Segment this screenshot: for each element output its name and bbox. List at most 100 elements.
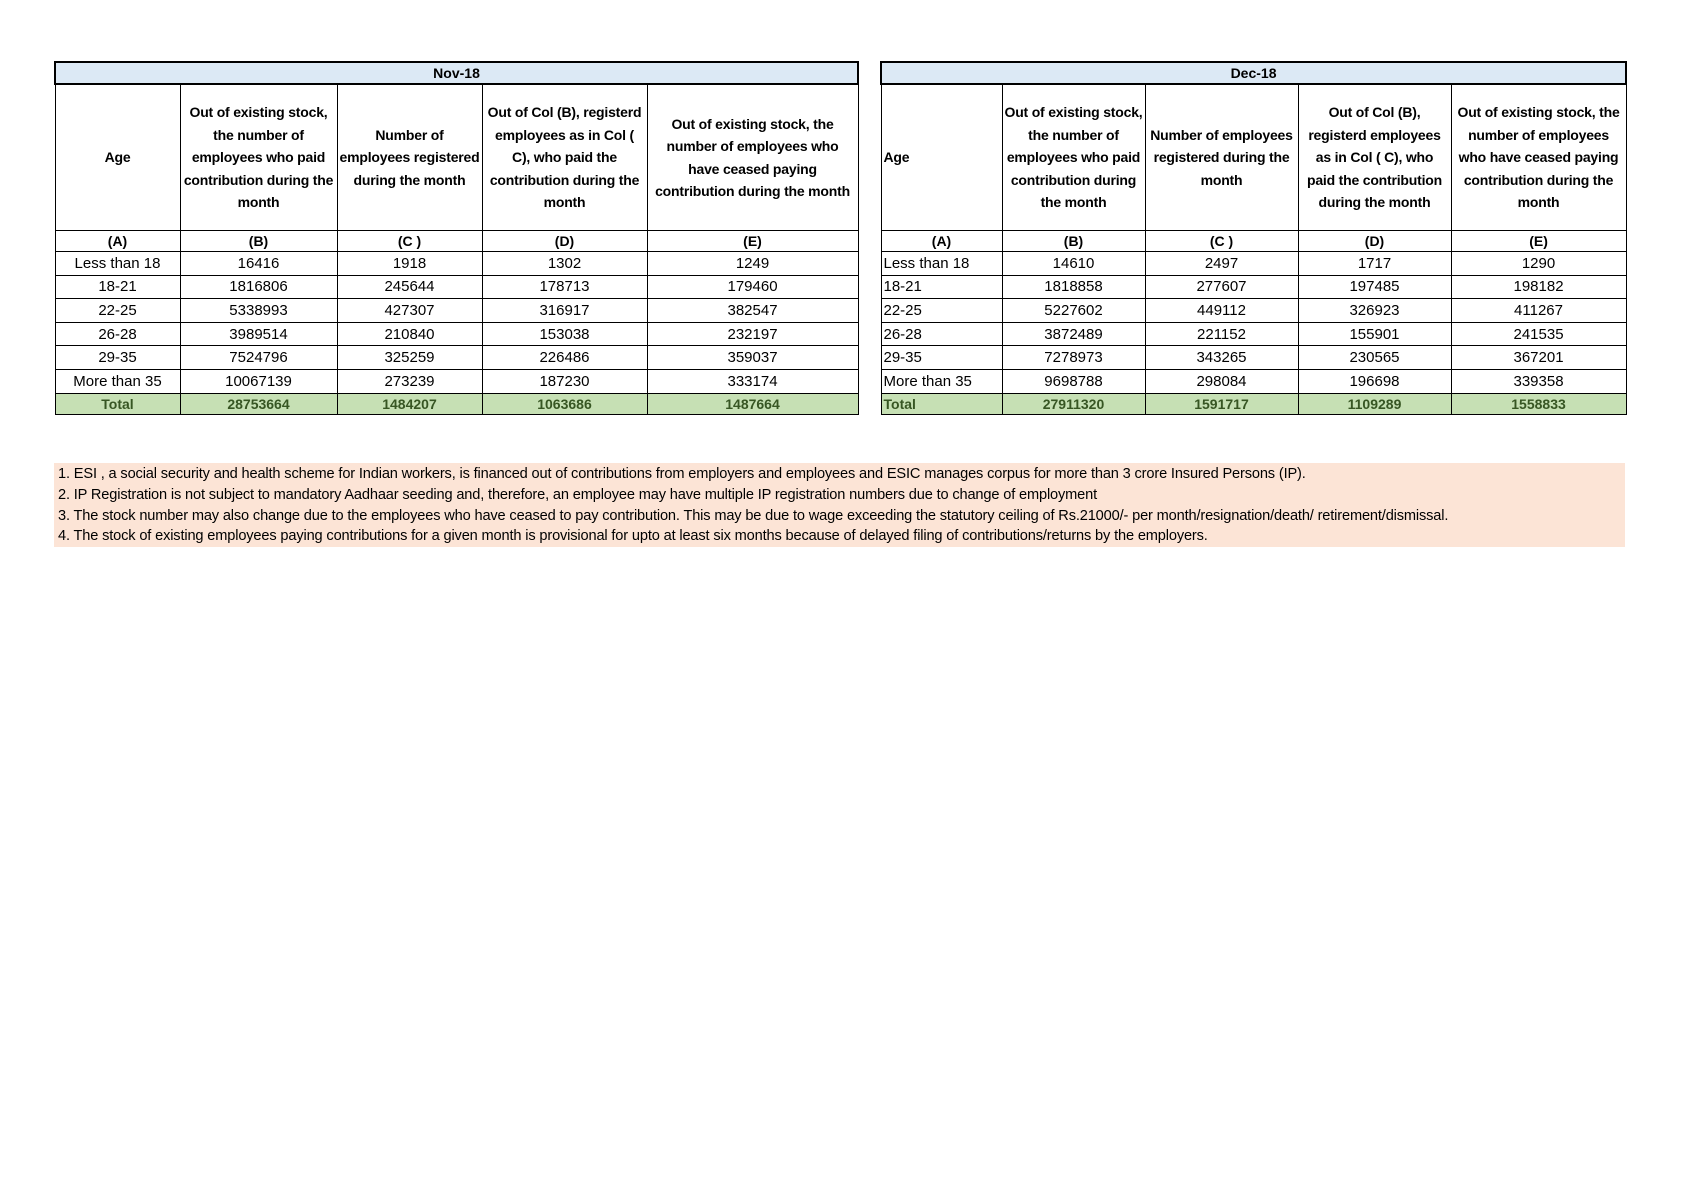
value-cell: 5338993 (179, 298, 338, 323)
column-letter: (B) (1001, 230, 1146, 252)
value-cell: 226486 (481, 345, 648, 370)
dec-18-table: Dec-18 Age Out of existing stock, the numb… (879, 61, 1628, 415)
value-cell: 16416 (179, 251, 338, 276)
table-row: Less than 18 16416 1918 1302 1249 (54, 251, 859, 276)
value-cell: 449112 (1144, 298, 1299, 323)
age-group-cell: 26-28 (54, 321, 181, 347)
value-cell: 1816806 (179, 274, 338, 300)
value-cell: 178713 (481, 274, 648, 300)
column-letter: (A) (880, 230, 1003, 252)
age-group-cell: 22-25 (54, 298, 181, 323)
column-header: Out of existing stock, the number of emp… (1001, 83, 1146, 231)
value-cell: 343265 (1144, 345, 1299, 370)
value-cell: 1249 (646, 251, 859, 276)
column-header: Out of Col (B), registerd employees as i… (481, 83, 648, 231)
column-header: Out of existing stock, the number of emp… (179, 83, 338, 231)
value-cell: 1302 (481, 251, 648, 276)
value-cell: 3989514 (179, 321, 338, 347)
total-row: Total 27911320 1591717 1109289 1558833 (880, 392, 1627, 415)
note-3: 3. The stock number may also change due … (58, 507, 1449, 524)
value-cell: 2497 (1144, 251, 1299, 276)
table-row: More than 35 10067139 273239 187230 333174 (54, 368, 859, 394)
column-header: Out of existing stock, the number of emp… (1450, 83, 1627, 231)
column-letter-row: (A) (B) (C ) (D) (E) (880, 230, 1627, 252)
table-row: 26-28 3989514 210840 153038 232197 (54, 321, 859, 347)
value-cell: 333174 (646, 368, 859, 394)
value-cell: 339358 (1450, 368, 1627, 394)
column-header: Out of existing stock, the number of emp… (646, 83, 859, 231)
value-cell: 427307 (336, 298, 483, 323)
value-cell: 221152 (1144, 321, 1299, 347)
column-header: Number of employees registered during th… (1144, 83, 1299, 231)
value-cell: 245644 (336, 274, 483, 300)
table-row: 29-35 7278973 343265 230565 367201 (880, 345, 1627, 370)
value-cell: 1818858 (1001, 274, 1146, 300)
value-cell: 9698788 (1001, 368, 1146, 394)
value-cell: 1290 (1450, 251, 1627, 276)
column-letter: (D) (1297, 230, 1452, 252)
total-row: Total 28753664 1484207 1063686 1487664 (54, 392, 859, 415)
table-row: 22-25 5227602 449112 326923 411267 (880, 298, 1627, 323)
value-cell: 316917 (481, 298, 648, 323)
column-header: Number of employees registered during th… (336, 83, 483, 231)
column-header: Age (880, 83, 1003, 231)
value-cell: 187230 (481, 368, 648, 394)
table-row: Less than 18 14610 2497 1717 1290 (880, 251, 1627, 276)
column-letter: (A) (54, 230, 181, 252)
value-cell: 179460 (646, 274, 859, 300)
value-cell: 241535 (1450, 321, 1627, 347)
table-row: 29-35 7524796 325259 226486 359037 (54, 345, 859, 370)
table-title-row: Dec-18 (879, 61, 1628, 85)
column-letter: (E) (646, 230, 859, 252)
note-2: 2. IP Registration is not subject to man… (58, 486, 1097, 503)
age-group-cell: More than 35 (54, 368, 181, 394)
age-group-cell: Less than 18 (880, 251, 1003, 276)
total-value: 1109289 (1297, 392, 1452, 415)
value-cell: 277607 (1144, 274, 1299, 300)
value-cell: 7278973 (1001, 345, 1146, 370)
age-group-cell: 22-25 (880, 298, 1003, 323)
value-cell: 382547 (646, 298, 859, 323)
column-letter: (B) (179, 230, 338, 252)
value-cell: 153038 (481, 321, 648, 347)
column-header-row: Age Out of existing stock, the number of … (880, 83, 1627, 231)
age-group-cell: More than 35 (880, 368, 1003, 394)
total-value: 1591717 (1144, 392, 1299, 415)
value-cell: 10067139 (179, 368, 338, 394)
value-cell: 411267 (1450, 298, 1627, 323)
total-value: 28753664 (179, 392, 338, 415)
column-letter-row: (A) (B) (C ) (D) (E) (54, 230, 859, 252)
value-cell: 5227602 (1001, 298, 1146, 323)
column-letter: (E) (1450, 230, 1627, 252)
total-value: 27911320 (1001, 392, 1146, 415)
value-cell: 196698 (1297, 368, 1452, 394)
table-row: 18-21 1818858 277607 197485 198182 (880, 274, 1627, 300)
total-value: 1558833 (1450, 392, 1627, 415)
value-cell: 326923 (1297, 298, 1452, 323)
table-title-row: Nov-18 (53, 61, 860, 85)
column-letter: (D) (481, 230, 648, 252)
age-group-cell: 18-21 (880, 274, 1003, 300)
value-cell: 7524796 (179, 345, 338, 370)
value-cell: 359037 (646, 345, 859, 370)
column-header: Out of Col (B), registerd employees as i… (1297, 83, 1452, 231)
total-label: Total (54, 392, 181, 415)
column-letter: (C ) (336, 230, 483, 252)
age-group-cell: 18-21 (54, 274, 181, 300)
value-cell: 14610 (1001, 251, 1146, 276)
value-cell: 298084 (1144, 368, 1299, 394)
table-title: Dec-18 (879, 61, 1628, 85)
value-cell: 230565 (1297, 345, 1452, 370)
value-cell: 197485 (1297, 274, 1452, 300)
value-cell: 3872489 (1001, 321, 1146, 347)
note-1: 1. ESI , a social security and health sc… (58, 466, 1306, 482)
total-value: 1487664 (646, 392, 859, 415)
age-group-cell: 29-35 (54, 345, 181, 370)
total-label: Total (880, 392, 1003, 415)
table-row: 26-28 3872489 221152 155901 241535 (880, 321, 1627, 347)
notes-box: 1. ESI , a social security and health sc… (54, 463, 1625, 547)
table-row: 18-21 1816806 245644 178713 179460 (54, 274, 859, 300)
value-cell: 273239 (336, 368, 483, 394)
age-group-cell: 26-28 (880, 321, 1003, 347)
table-row: More than 35 9698788 298084 196698 339358 (880, 368, 1627, 394)
